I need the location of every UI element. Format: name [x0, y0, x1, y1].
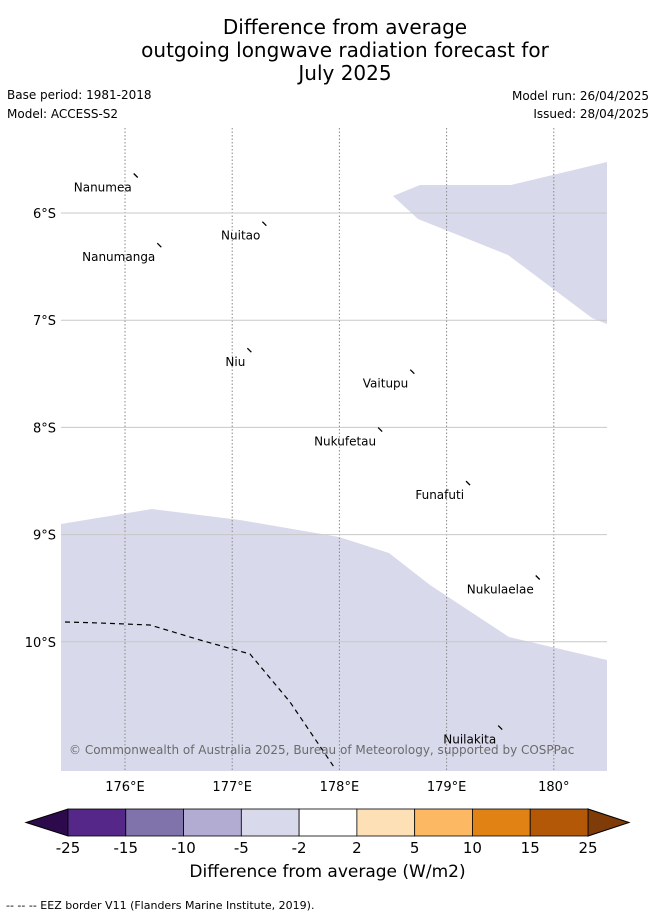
colorbar-tick-label: 2	[352, 839, 362, 857]
colorbar-tick-label: -5	[234, 839, 249, 857]
eez-border	[64, 621, 335, 768]
title-line-2: outgoing longwave radiation forecast for	[141, 38, 549, 62]
colorbar-swatch	[240, 808, 300, 837]
island-label: Funafuti	[415, 488, 464, 502]
model-name: Model: ACCESS-S2	[7, 107, 119, 121]
colorbar-tick-label: -2	[292, 839, 307, 857]
lat-tick-label: 6°S	[33, 207, 56, 222]
island-label: Nanumea	[74, 180, 132, 194]
lon-tick-label: 176°E	[105, 780, 145, 795]
colorbar-tick-label: -10	[171, 839, 196, 857]
map-title: Difference from average outgoing longwav…	[0, 16, 655, 85]
island-label: Nuitao	[221, 229, 260, 243]
anomaly-fill-south	[61, 509, 607, 771]
colorbar-over-arrow	[587, 808, 631, 837]
colorbar-tick-label: -25	[56, 839, 81, 857]
lat-tick-label: 10°S	[25, 636, 56, 651]
island-label: Nukulaelae	[467, 582, 534, 596]
colorbar-swatch	[67, 808, 127, 837]
island-label: Niu	[225, 355, 245, 369]
colorbar-tick-label: 10	[463, 839, 482, 857]
title-line-1: Difference from average	[222, 15, 468, 39]
lon-tick-label: 177°E	[212, 780, 252, 795]
island-mark	[261, 221, 267, 227]
colorbar-swatch	[298, 808, 358, 837]
island-mark	[535, 575, 541, 580]
island-mark	[497, 725, 503, 731]
colorbar-swatch	[125, 808, 184, 837]
islands: Nanumea Nuitao Nanumanga Niu Vaitupu Nukufeta…	[74, 173, 541, 747]
colorbar-swatch	[183, 808, 242, 837]
lat-tick-label: 9°S	[33, 529, 56, 544]
colorbar-swatch	[472, 808, 531, 837]
copyright-text: © Commonwealth of Australia 2025, Bureau…	[69, 743, 574, 757]
island-mark	[133, 173, 139, 178]
island-label: Vaitupu	[363, 377, 409, 391]
lon-tick-label: 179°E	[427, 780, 467, 795]
island-mark	[465, 480, 471, 486]
colorbar: -25 -15 -10 -5 -2 2 5 10 15 25	[24, 808, 631, 857]
colorbar-swatch	[414, 808, 473, 837]
colorbar-swatch	[356, 808, 416, 837]
footnote: -- -- -- EEZ border V11 (Flanders Marine…	[6, 899, 315, 912]
anomaly-fill-northeast	[393, 162, 607, 324]
colorbar-tick-label: 15	[521, 839, 540, 857]
issued-date: Issued: 28/04/2025	[533, 107, 649, 121]
island-mark	[156, 242, 162, 248]
colorbar-tick-label: 5	[410, 839, 420, 857]
colorbar-under-arrow	[24, 808, 69, 837]
island-mark	[409, 369, 415, 375]
colorbar-tick-label: 25	[578, 839, 597, 857]
colorbar-swatch	[529, 808, 589, 837]
title-line-3: July 2025	[298, 61, 392, 85]
lat-tick-label: 7°S	[33, 314, 56, 329]
model-run: Model run: 26/04/2025	[511, 89, 649, 103]
colorbar-tick-label: -15	[114, 839, 139, 857]
island-mark	[377, 427, 383, 433]
lon-tick-label: 180°	[538, 780, 569, 795]
base-period: Base period: 1981-2018	[7, 88, 152, 102]
axis-labels: 176°E 177°E 178°E 179°E 180° 6°S 7°S 8°S 9°S 10°S	[25, 207, 570, 795]
island-label: Nanumanga	[82, 250, 155, 264]
island-label: Nuilakita	[443, 733, 496, 747]
colorbar-label: Difference from average (W/m2)	[189, 862, 466, 882]
lat-tick-label: 8°S	[33, 421, 56, 436]
island-label: Nukufetau	[314, 435, 376, 449]
lon-tick-label: 178°E	[320, 780, 360, 795]
island-mark	[246, 347, 252, 353]
gridlines	[61, 128, 607, 771]
